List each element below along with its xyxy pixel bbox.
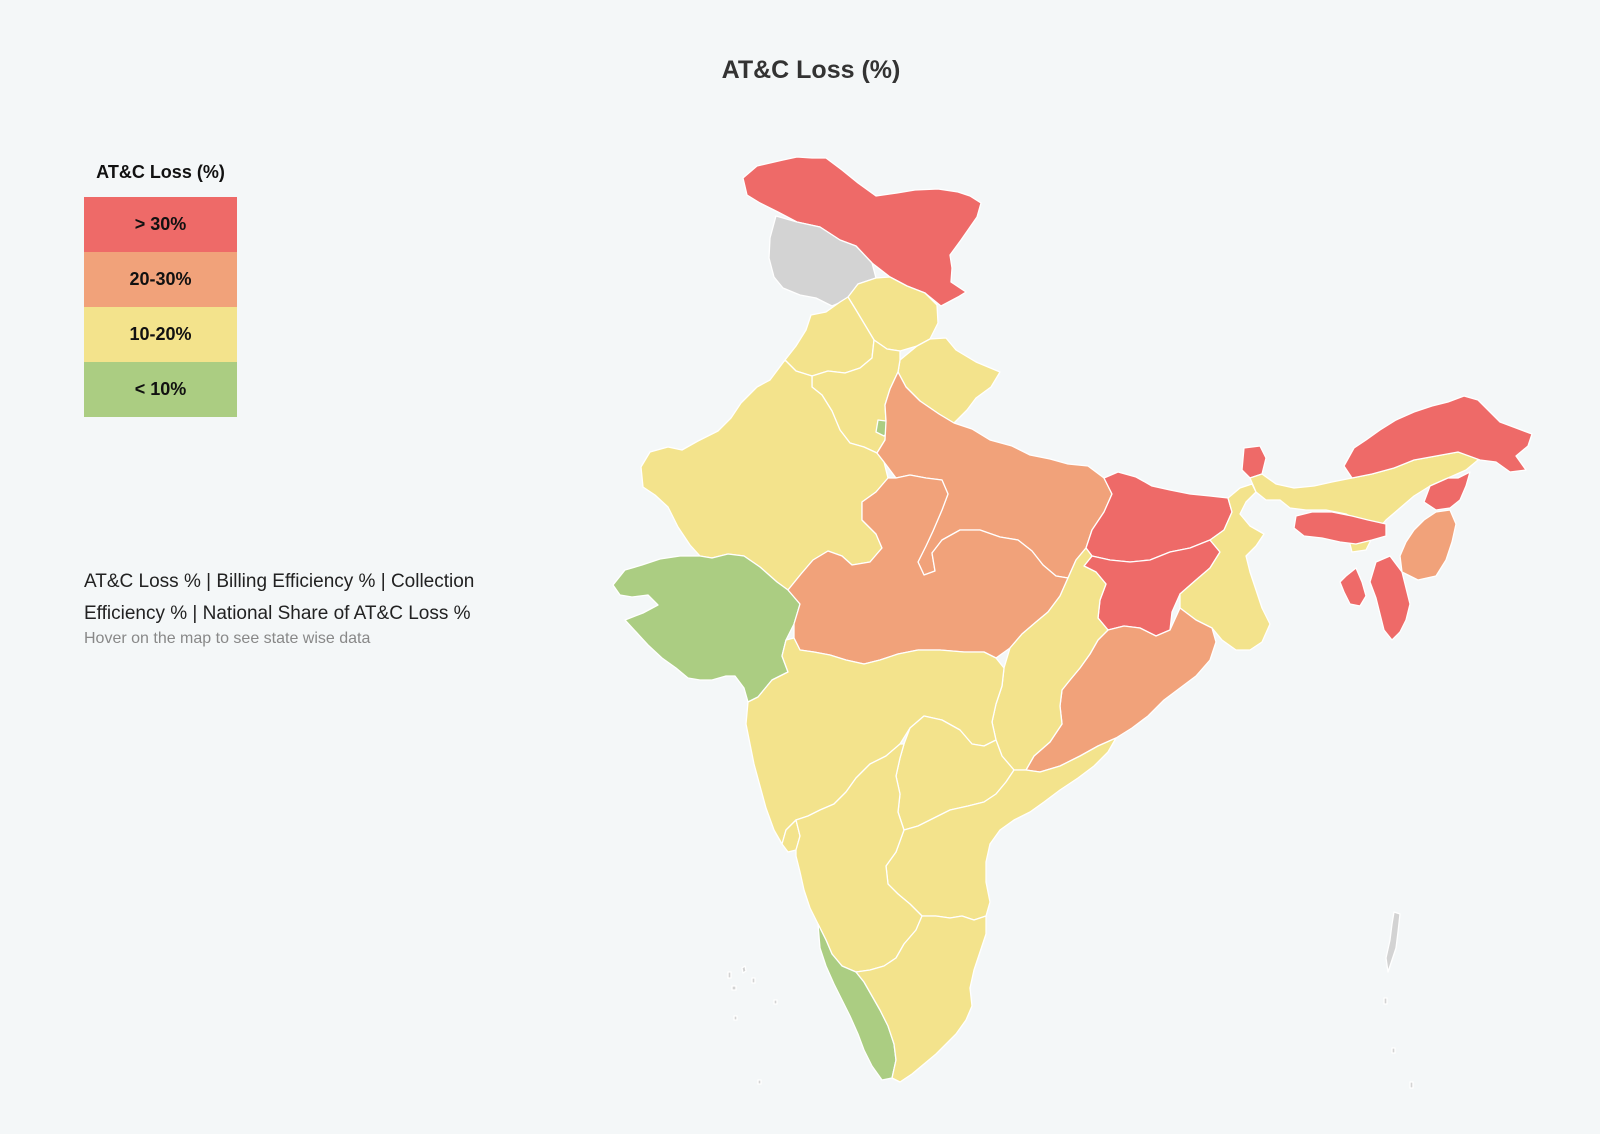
island-shape[interactable] bbox=[1391, 1047, 1396, 1054]
state-manipur[interactable] bbox=[1399, 509, 1457, 581]
island-shape[interactable] bbox=[757, 1079, 762, 1085]
legend: AT&C Loss (%) > 30% 20-30% 10-20% < 10% bbox=[84, 162, 237, 417]
state-meghalaya[interactable] bbox=[1293, 511, 1387, 545]
state-sikkim[interactable] bbox=[1241, 445, 1267, 479]
legend-item-20-30: 20-30% bbox=[84, 252, 237, 307]
islands-andaman-nicobar[interactable] bbox=[1383, 911, 1414, 1089]
island-shape[interactable] bbox=[1409, 1081, 1414, 1089]
legend-item-10-20: 10-20% bbox=[84, 307, 237, 362]
state-tripura[interactable] bbox=[1339, 567, 1367, 607]
island-shape[interactable] bbox=[727, 971, 732, 979]
island-shape[interactable] bbox=[733, 1015, 738, 1021]
legend-title: AT&C Loss (%) bbox=[96, 162, 225, 182]
state-mizoram[interactable] bbox=[1369, 555, 1411, 641]
legend-item-above-30: > 30% bbox=[84, 197, 237, 252]
metrics-description: AT&C Loss % | Billing Efficiency % | Col… bbox=[84, 571, 475, 624]
hover-hint: Hover on the map to see state wise data bbox=[84, 630, 371, 647]
state-karnataka[interactable] bbox=[795, 743, 923, 973]
island-shape[interactable] bbox=[1385, 911, 1401, 973]
island-shape[interactable] bbox=[741, 965, 747, 974]
state-arunachal-pradesh[interactable] bbox=[1343, 395, 1533, 479]
legend-item-below-10: < 10% bbox=[84, 362, 237, 417]
state-nagaland[interactable] bbox=[1423, 471, 1471, 511]
state-west-bengal[interactable] bbox=[1179, 483, 1271, 651]
islands-lakshadweep[interactable] bbox=[727, 965, 778, 1085]
page-title: AT&C Loss (%) bbox=[721, 56, 901, 84]
island-shape[interactable] bbox=[773, 999, 778, 1005]
island-shape[interactable] bbox=[731, 985, 737, 991]
island-shape[interactable] bbox=[1383, 997, 1388, 1005]
island-shape[interactable] bbox=[751, 977, 756, 984]
state-tamil-nadu[interactable] bbox=[855, 915, 987, 1083]
